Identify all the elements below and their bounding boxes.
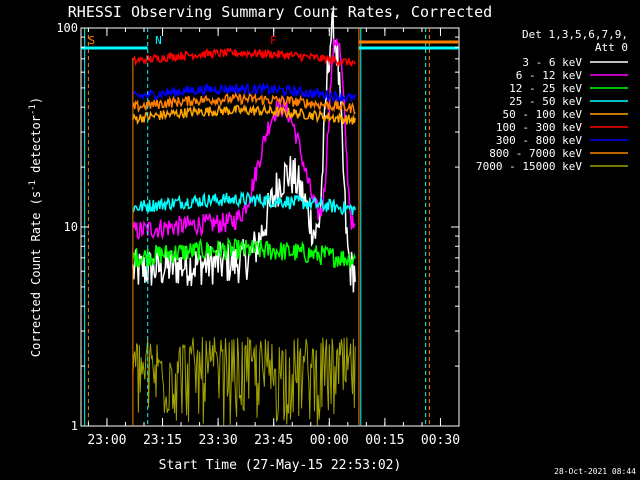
legend-header-2: Att 0 [595, 41, 628, 54]
series-line [132, 91, 356, 116]
y-label-main: Corrected Count Rate (s [29, 191, 43, 357]
legend-label: 300 - 800 keV [496, 134, 582, 147]
x-tick-label: 00:00 [310, 433, 349, 448]
legend-label: 12 - 25 keV [509, 82, 582, 95]
series-line [132, 81, 356, 104]
y-axis-label: Corrected Count Rate (s-1 detector-1) [28, 97, 43, 357]
y-label-sup2: -1 [28, 104, 38, 115]
x-tick-label: 23:00 [87, 433, 126, 448]
flag-annotation: F [270, 34, 277, 47]
legend-label: 50 - 100 keV [503, 108, 583, 121]
x-tick-label: 23:30 [199, 433, 238, 448]
flag-annotation: S [88, 34, 95, 47]
x-tick-label: 00:30 [421, 433, 460, 448]
x-axis-label: Start Time (27-May-15 22:53:02) [159, 458, 402, 473]
y-label-mid: detector [29, 115, 43, 180]
y-tick-label: 1 [71, 419, 78, 433]
series-line [132, 190, 356, 216]
x-axis: 23:00 23:15 23:30 23:45 00:00 00:15 00:30 [87, 28, 460, 448]
legend-label: 100 - 300 keV [496, 121, 582, 134]
series-line [132, 336, 356, 426]
series-line [132, 38, 356, 241]
y-axis: 1 10 100 [56, 21, 459, 433]
legend-label: 3 - 6 keV [522, 56, 582, 69]
x-tick-label: 00:15 [365, 433, 404, 448]
series-group [132, 10, 356, 426]
x-tick-label: 23:15 [143, 433, 182, 448]
y-label-sup1: -1 [28, 180, 38, 191]
y-tick-label: 10 [64, 220, 78, 234]
x-tick-label: 23:45 [254, 433, 293, 448]
chart-title: RHESSI Observing Summary Count Rates, Co… [68, 3, 492, 21]
series-line [132, 236, 356, 269]
y-tick-label: 100 [56, 21, 78, 35]
legend-label: 7000 - 15000 keV [476, 160, 582, 173]
timestamp: 28-Oct-2021 08:44 [554, 467, 636, 476]
y-label-end: ) [29, 97, 43, 104]
legend-label: 800 - 7000 keV [489, 147, 582, 160]
series-line [132, 103, 356, 126]
legend-label: 25 - 50 keV [509, 95, 582, 108]
legend-label: 6 - 12 keV [516, 69, 583, 82]
series-line [132, 10, 356, 293]
series-line [132, 47, 356, 67]
flag-annotation: N [155, 34, 162, 47]
legend-header-1: Det 1,3,5,6,7,9, [522, 28, 628, 41]
